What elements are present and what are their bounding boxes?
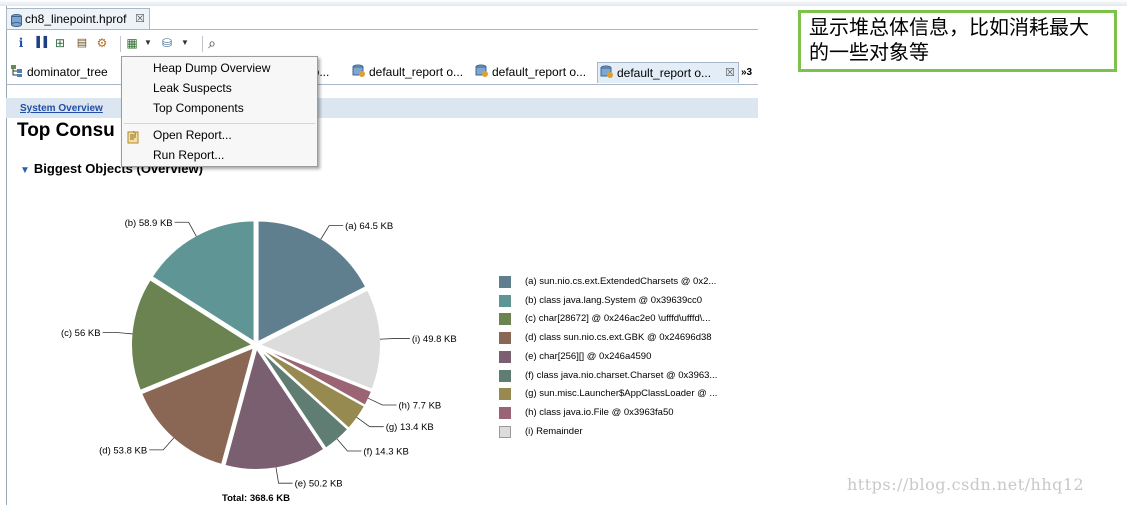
pie-leader-line xyxy=(356,417,384,428)
legend-swatch xyxy=(499,313,511,326)
pie-slice-label: (i) 49.8 KB xyxy=(412,334,457,345)
chevron-down-icon[interactable]: ▼ xyxy=(181,38,189,47)
pie-slice-label: (b) 58.9 KB xyxy=(125,218,173,229)
legend-label: (i) Remainder xyxy=(525,425,583,437)
pie-slice-label: (a) 64.5 KB xyxy=(345,221,393,232)
pie-slice-label: (f) 14.3 KB xyxy=(363,447,408,458)
legend-label: (d) class sun.nio.cs.ext.GBK @ 0x24696d3… xyxy=(525,332,712,344)
legend-label: (h) class java.io.File @ 0x3963fa50 xyxy=(525,406,674,418)
tab-label: dominator_tree xyxy=(27,65,108,79)
open-report-icon xyxy=(127,130,141,147)
search-icon[interactable]: ⌕ xyxy=(208,35,216,51)
dominator-tree-icon[interactable]: ⊞ xyxy=(54,36,66,50)
menu-item-heap-dump-overview[interactable]: Heap Dump Overview xyxy=(153,61,271,75)
collapse-triangle-icon[interactable]: ▼ xyxy=(20,165,30,176)
legend-label: (c) char[28672] @ 0x246ac2e0 \ufffd\ufff… xyxy=(525,313,711,325)
editor-tab-label: ch8_linepoint.hprof xyxy=(25,12,127,26)
tabs-overflow-button[interactable]: »3 xyxy=(741,67,753,78)
pie-leader-line xyxy=(149,437,175,451)
menu-item-run-report[interactable]: Run Report... xyxy=(153,148,225,162)
close-icon[interactable]: ☒ xyxy=(135,13,145,25)
pie-leader-line xyxy=(174,221,197,237)
toolbar-separator xyxy=(120,36,121,52)
tabstrip-divider xyxy=(6,29,758,30)
pie-slice-label: (c) 56 KB xyxy=(61,328,101,339)
pie-leader-line xyxy=(367,397,397,406)
pie-leader-line xyxy=(336,438,362,452)
pie-total-label: Total: 368.6 KB xyxy=(222,493,290,504)
legend-swatch xyxy=(499,406,511,419)
info-icon[interactable]: i xyxy=(18,36,24,50)
legend-swatch xyxy=(499,294,511,307)
legend-swatch xyxy=(499,388,511,401)
menu-item-leak-suspects[interactable]: Leak Suspects xyxy=(153,81,232,95)
close-icon[interactable]: ☒ xyxy=(725,67,735,79)
pie-leader-line xyxy=(320,225,344,240)
menu-item-open-report[interactable]: Open Report... xyxy=(153,128,232,142)
tab-label: default_report o... xyxy=(617,66,712,80)
tab-label: default_report o... xyxy=(492,65,587,79)
legend-swatch xyxy=(499,332,511,345)
report-icon xyxy=(600,65,614,79)
pie-leader-line xyxy=(379,338,410,340)
legend-label: (f) class java.nio.charset.Charset @ 0x3… xyxy=(525,369,718,381)
menu-item-top-components[interactable]: Top Components xyxy=(153,101,244,115)
breadcrumb[interactable]: System Overview xyxy=(20,103,103,114)
pie-chart: (a) 64.5 KB (i) 49.8 KB (h) 7.7 KB (g) 13.4… xyxy=(61,218,457,504)
dominator-tree-icon xyxy=(10,64,24,78)
legend-swatch xyxy=(499,350,511,363)
tab-default-report[interactable]: default_report o... xyxy=(475,62,597,83)
heap-dump-icon[interactable]: ⛁ xyxy=(161,36,173,50)
oql-icon[interactable]: ▤ xyxy=(76,37,88,49)
pie-slice-label: (e) 50.2 KB xyxy=(295,479,343,490)
legend-label: (b) class java.lang.System @ 0x39639cc0 xyxy=(525,294,703,306)
menu-separator xyxy=(124,123,315,124)
pie-leader-line xyxy=(275,467,293,484)
pie-slice-label: (d) 53.8 KB xyxy=(99,445,147,456)
legend-label: (e) char[256][] @ 0x246a4590 xyxy=(525,350,652,362)
tab-label: default_report o... xyxy=(369,65,464,79)
tab-default-report-active[interactable]: default_report o... ☒ xyxy=(597,62,739,83)
legend-swatch xyxy=(499,276,511,288)
page-title: Top Consu xyxy=(17,120,115,141)
legend-swatch xyxy=(499,369,511,382)
toolbar: i ▐▐ ⊞ ▤ ⚙ ▦ ▼ ⛁ ▼ ⌕ xyxy=(6,33,758,55)
histogram-icon[interactable]: ▐▐ xyxy=(32,37,48,48)
report-icon xyxy=(475,64,489,78)
pie-leader-line xyxy=(102,332,133,335)
breadcrumb-bar xyxy=(6,98,758,118)
top-border xyxy=(0,0,1127,6)
tab-default-report[interactable]: default_report o... xyxy=(352,62,474,83)
report-tab-bar: dominator_tree t o... default_report o..… xyxy=(6,62,758,85)
pie-slice-label: (g) 13.4 KB xyxy=(386,422,434,433)
annotation-note: 显示堆总体信息，比如消耗最大的一些对象等 xyxy=(798,10,1117,72)
legend-label: (g) sun.misc.Launcher$AppClassLoader @ .… xyxy=(525,388,718,400)
report-icon xyxy=(352,64,366,78)
pie-slice-label: (h) 7.7 KB xyxy=(398,401,441,412)
heap-dump-file-icon xyxy=(11,13,22,33)
chevron-down-icon[interactable]: ▼ xyxy=(144,38,152,47)
tab-dominator-tree[interactable]: dominator_tree xyxy=(10,62,122,83)
legend-label: (a) sun.nio.cs.ext.ExtendedCharsets @ 0x… xyxy=(525,276,717,287)
report-icon[interactable]: ▦ xyxy=(126,36,138,50)
toolbar-separator xyxy=(202,36,203,52)
editor-tab-hprof[interactable]: ch8_linepoint.hprof ☒ xyxy=(6,8,150,30)
watermark: https://blog.csdn.net/hhq12 xyxy=(847,475,1085,494)
settings-icon[interactable]: ⚙ xyxy=(96,36,108,50)
legend-swatch xyxy=(499,425,511,438)
reports-dropdown-menu: Heap Dump Overview Leak Suspects Top Com… xyxy=(121,56,318,167)
